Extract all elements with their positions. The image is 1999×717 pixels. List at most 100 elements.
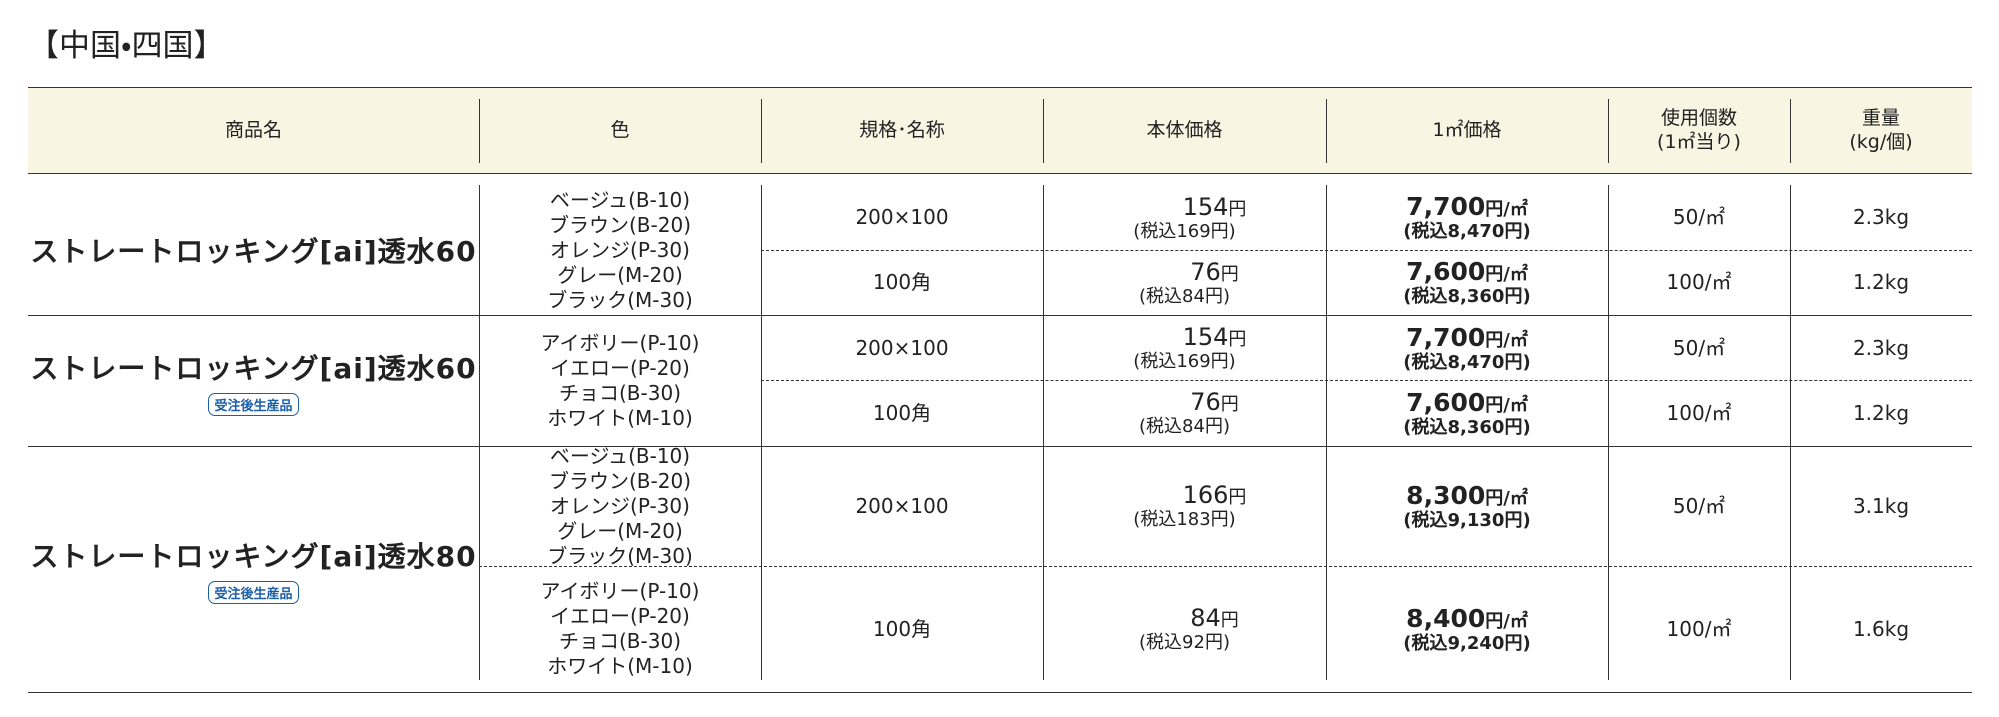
price-line: 154 円 xyxy=(1183,193,1247,221)
price: 154 xyxy=(1182,323,1229,351)
color-name: ブラック(M-30) xyxy=(547,543,693,568)
column-rule xyxy=(1326,99,1327,163)
header-text: (1㎡当り) xyxy=(1657,131,1741,153)
header-cell: 規格･名称 xyxy=(761,87,1043,173)
size: 100角 xyxy=(872,270,932,294)
group-rule xyxy=(28,315,1972,316)
usage: 50/㎡ xyxy=(1672,493,1726,518)
weight: 1.2kg xyxy=(1852,400,1910,425)
size: 100角 xyxy=(872,616,932,641)
usage-cell: 50/㎡ xyxy=(1608,446,1790,566)
column-rule xyxy=(1790,99,1791,163)
sqm-unit: 円/㎡ xyxy=(1485,329,1528,351)
sqm-tax: (税込8,470円) xyxy=(1403,351,1531,373)
column-rule xyxy=(479,99,480,163)
sqm-unit: 円/㎡ xyxy=(1485,610,1528,632)
row-divider xyxy=(479,566,1972,567)
column-rule xyxy=(1790,185,1791,680)
sqm-price: 7,600 xyxy=(1406,257,1486,286)
price-line: 84 円 xyxy=(1190,604,1239,632)
size-cell: 200×100 xyxy=(761,185,1043,250)
price-cell: 154 円 (税込169円) xyxy=(1043,316,1326,380)
sqm-price: 8,300 xyxy=(1406,480,1486,510)
usage: 50/㎡ xyxy=(1672,335,1726,360)
page-title: 【中国・四国】 xyxy=(28,28,225,64)
weight: 2.3kg xyxy=(1852,205,1910,229)
sqm-price: 7,700 xyxy=(1406,322,1486,352)
header-cell: 1㎡価格 xyxy=(1326,87,1608,173)
sqm-tax: (税込8,360円) xyxy=(1403,416,1531,438)
price-unit: 円 xyxy=(1220,263,1239,285)
usage-cell: 100/㎡ xyxy=(1608,250,1790,315)
color-name: ブラウン(B-20) xyxy=(549,468,691,493)
price-unit: 円 xyxy=(1228,329,1247,350)
sqm-unit: 円/㎡ xyxy=(1485,394,1528,416)
header-text: 色 xyxy=(610,119,630,141)
size-cell: 100角 xyxy=(761,380,1043,446)
price-tax: (税込169円) xyxy=(1133,351,1236,372)
column-rule xyxy=(1608,99,1609,163)
size-cell: 200×100 xyxy=(761,446,1043,566)
color-name: ブラウン(B-20) xyxy=(549,212,691,237)
size-cell: 200×100 xyxy=(761,316,1043,380)
price: 76 xyxy=(1190,257,1221,286)
color-name: ブラック(M-30) xyxy=(547,287,693,312)
color-name: ベージュ(B-10) xyxy=(549,443,691,468)
sqm-price: 7,600 xyxy=(1406,387,1486,417)
usage-cell: 100/㎡ xyxy=(1608,566,1790,692)
weight-cell: 3.1kg xyxy=(1790,446,1972,566)
price: 154 xyxy=(1182,192,1229,221)
weight-cell: 1.6kg xyxy=(1790,566,1972,692)
product-name: ストレートロッキング[ai]透水60 xyxy=(30,351,477,385)
price-unit: 円 xyxy=(1220,394,1239,415)
header-text: 商品名 xyxy=(224,119,282,141)
column-rule xyxy=(1608,185,1609,680)
color-name: アイボリー(P-10) xyxy=(540,331,700,355)
sqm-tax: (税込9,240円) xyxy=(1403,632,1531,654)
header-text: 規格･名称 xyxy=(859,119,945,141)
color-cell: アイボリー(P-10) イエロー(P-20) チョコ(B-30) ホワイト(M-10) xyxy=(479,316,761,446)
size: 200×100 xyxy=(855,335,949,360)
size: 100角 xyxy=(872,400,932,425)
column-rule xyxy=(761,99,762,163)
weight-cell: 2.3kg xyxy=(1790,185,1972,250)
price-tax: (税込84円) xyxy=(1139,285,1230,307)
usage: 50/㎡ xyxy=(1672,205,1726,229)
price-line: 154 円 xyxy=(1183,323,1247,351)
price: 76 xyxy=(1190,388,1221,416)
price-unit: 円 xyxy=(1228,487,1247,508)
price-tax: (税込169円) xyxy=(1133,220,1236,242)
sqm-cell: 8,400 円/㎡ (税込9,240円) xyxy=(1326,566,1608,692)
color-cell: ベージュ(B-10) ブラウン(B-20) オレンジ(P-30) グレー(M-20) ブ… xyxy=(479,185,761,315)
header-rule xyxy=(28,173,1972,174)
color-name: ホワイト(M-10) xyxy=(547,654,693,678)
color-name: イエロー(P-20) xyxy=(550,604,690,628)
usage-cell: 100/㎡ xyxy=(1608,380,1790,446)
sqm-unit: 円/㎡ xyxy=(1485,264,1528,285)
column-rule xyxy=(1043,99,1044,163)
sqm-line: 7,700 円/㎡ xyxy=(1406,323,1528,352)
column-rule xyxy=(1043,185,1044,680)
price-cell: 76 円 (税込84円) xyxy=(1043,250,1326,315)
sqm-price: 7,700 xyxy=(1406,192,1486,221)
product-cell: ストレートロッキング[ai]透水60 xyxy=(28,185,479,315)
sqm-line: 7,600 円/㎡ xyxy=(1406,388,1528,417)
header-bg xyxy=(28,87,1972,173)
row-divider xyxy=(761,250,1972,251)
column-rule xyxy=(761,185,762,680)
product-cell: ストレートロッキング[ai]透水60 受注後生産品 xyxy=(28,316,479,446)
badge: 受注後生産品 xyxy=(208,392,299,416)
column-rule xyxy=(1326,185,1327,680)
price-line: 76 円 xyxy=(1190,388,1239,416)
color-name: グレー(M-20) xyxy=(557,262,683,287)
weight: 3.1kg xyxy=(1852,493,1910,518)
color-name: グレー(M-20) xyxy=(557,518,683,543)
sqm-cell: 7,700 円/㎡ (税込8,470円) xyxy=(1326,185,1608,250)
price-cell: 166 円 (税込183円) xyxy=(1043,446,1326,566)
column-rule xyxy=(479,185,480,680)
sqm-line: 7,600 円/㎡ xyxy=(1406,257,1528,286)
header-text: (kg/個) xyxy=(1849,131,1913,153)
header-cell: 商品名 xyxy=(28,87,479,173)
price-cell: 76 円 (税込84円) xyxy=(1043,380,1326,446)
price-tax: (税込183円) xyxy=(1133,509,1236,530)
